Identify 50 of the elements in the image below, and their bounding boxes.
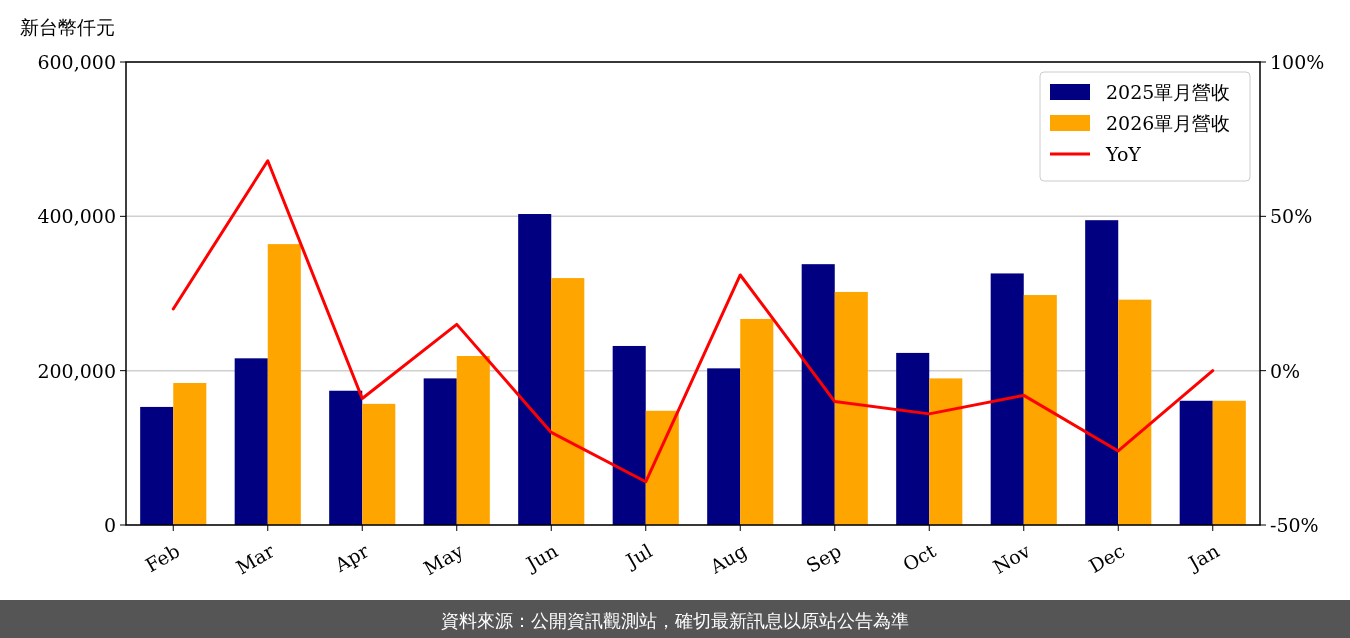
y-tick-label: 0 bbox=[103, 514, 116, 536]
bar bbox=[990, 273, 1024, 525]
line-series bbox=[171, 159, 1215, 484]
bar bbox=[234, 358, 268, 525]
bar bbox=[834, 291, 868, 525]
x-tick-label: Sep bbox=[802, 539, 845, 577]
bar bbox=[456, 356, 490, 525]
x-tick-label: May bbox=[419, 539, 467, 580]
bar bbox=[551, 278, 585, 525]
x-tick-label: Nov bbox=[989, 539, 1034, 578]
bar bbox=[1179, 400, 1213, 525]
bar bbox=[801, 264, 835, 525]
y-tick-label: 200,000 bbox=[37, 359, 116, 382]
legend-label: 2025單月營收 bbox=[1106, 81, 1231, 103]
x-tick-label: Jan bbox=[1183, 539, 1223, 576]
x-tick-label: Feb bbox=[141, 539, 184, 577]
x-tick-label: Dec bbox=[1085, 539, 1129, 578]
bar bbox=[740, 318, 774, 525]
bar bbox=[1023, 295, 1057, 525]
bar bbox=[1212, 400, 1246, 525]
bar bbox=[645, 410, 679, 525]
x-tick-label: Mar bbox=[232, 538, 279, 579]
y2-tick-label: 50% bbox=[1270, 205, 1313, 228]
bar bbox=[929, 378, 963, 525]
bar bbox=[423, 378, 457, 525]
x-tick-label: Oct bbox=[898, 539, 940, 576]
bar bbox=[1118, 299, 1152, 525]
y-tick-label: 600,000 bbox=[37, 51, 116, 73]
y2-tick-label: -50% bbox=[1270, 514, 1319, 536]
x-tick-label: Jul bbox=[620, 539, 656, 573]
x-tick-label: Jun bbox=[520, 539, 562, 576]
y-axis-title: 新台幣仟元 bbox=[20, 16, 115, 38]
bar bbox=[518, 214, 552, 525]
y2-tick-label: 0% bbox=[1270, 359, 1301, 382]
bar bbox=[896, 352, 930, 525]
bar bbox=[329, 390, 363, 525]
y-tick-label: 400,000 bbox=[37, 205, 116, 228]
x-tick-label: Apr bbox=[330, 538, 374, 577]
bar bbox=[362, 403, 396, 525]
source-note: 資料來源：公開資訊觀測站，確切最新訊息以原站公告為準 bbox=[441, 610, 909, 631]
bar bbox=[267, 244, 301, 525]
bar bbox=[707, 368, 741, 525]
bar bbox=[1085, 220, 1119, 525]
x-tick-label: Aug bbox=[705, 539, 751, 579]
bar bbox=[140, 406, 174, 525]
bar bbox=[173, 383, 207, 525]
bar bbox=[612, 345, 646, 525]
y2-tick-label: 100% bbox=[1270, 51, 1325, 73]
legend-label: 2026單月營收 bbox=[1106, 112, 1231, 134]
legend-label: YoY bbox=[1105, 143, 1142, 165]
